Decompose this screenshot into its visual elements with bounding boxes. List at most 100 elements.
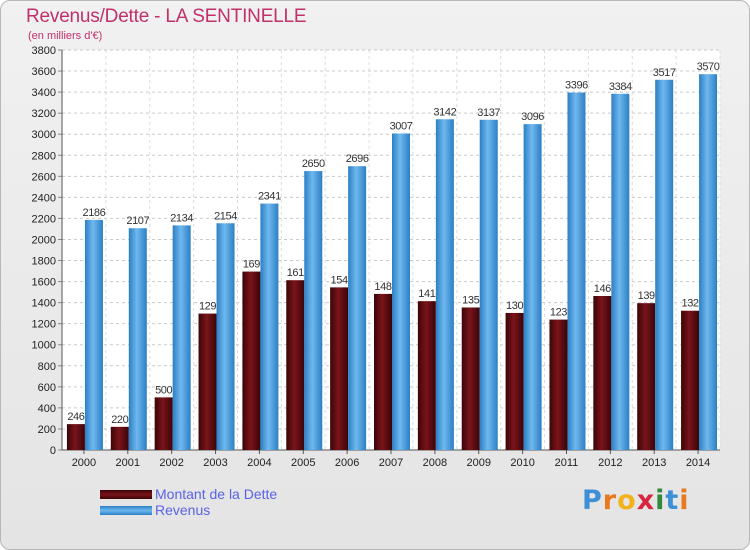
bar-revenus xyxy=(128,228,147,450)
bar-dette xyxy=(110,426,129,450)
logo-letter: r xyxy=(602,485,618,516)
bar-dette xyxy=(198,313,217,450)
y-tick-label: 1600 xyxy=(32,277,56,289)
data-label-revenus: 2154 xyxy=(214,210,237,222)
y-tick-label: 1200 xyxy=(32,319,56,331)
data-label-dette: 141 xyxy=(418,288,435,300)
data-label-dette: 132 xyxy=(681,298,698,310)
data-label-dette: 154 xyxy=(331,274,348,286)
data-label-revenus: 3517 xyxy=(653,67,676,79)
proxiti-logo: Proxiti xyxy=(582,485,690,516)
y-tick-label: 400 xyxy=(38,403,56,415)
x-tick-label: 2001 xyxy=(116,457,140,469)
chart-title: Revenus/Dette - LA SENTINELLE xyxy=(26,6,307,27)
data-label-dette: 130 xyxy=(506,300,523,312)
y-tick-label: 800 xyxy=(38,361,56,373)
bar-dette xyxy=(681,310,700,450)
data-label-revenus: 2650 xyxy=(302,158,325,170)
data-label-revenus: 3396 xyxy=(565,80,588,92)
x-tick-label: 2010 xyxy=(510,457,534,469)
bar-dette xyxy=(66,424,85,450)
bar-dette xyxy=(593,296,612,450)
bar-dette xyxy=(549,319,568,450)
data-label-dette: 169 xyxy=(243,259,260,271)
bar-revenus xyxy=(655,79,674,450)
x-tick-label: 2004 xyxy=(247,457,271,469)
legend-label-dette: Montant de la Dette xyxy=(155,486,278,502)
data-label-revenus: 2341 xyxy=(258,191,281,203)
y-tick-label: 0 xyxy=(50,445,56,457)
data-label-dette: 161 xyxy=(287,267,304,279)
logo-letter: t xyxy=(665,485,680,516)
x-tick-label: 2009 xyxy=(466,457,490,469)
y-tick-label: 2800 xyxy=(32,150,56,162)
x-tick-label: 2003 xyxy=(203,457,227,469)
x-tick-label: 2007 xyxy=(379,457,403,469)
data-label-revenus: 3096 xyxy=(521,111,544,123)
data-label-revenus: 3384 xyxy=(609,81,632,93)
bar-dette xyxy=(286,280,305,450)
chart-subtitle: (en milliers d'€) xyxy=(28,30,103,42)
data-label-dette: 220 xyxy=(111,414,128,426)
data-label-revenus: 2186 xyxy=(82,207,105,219)
y-tick-label: 3800 xyxy=(32,45,56,57)
bar-revenus xyxy=(172,225,191,450)
x-tick-label: 2013 xyxy=(642,457,666,469)
bar-revenus xyxy=(523,124,542,451)
bar-revenus xyxy=(392,133,410,450)
x-tick-label: 2006 xyxy=(335,457,359,469)
y-tick-label: 2200 xyxy=(32,213,56,225)
bar-revenus xyxy=(304,171,323,451)
bar-revenus xyxy=(435,119,454,451)
bar-dette xyxy=(505,312,524,450)
bar-dette xyxy=(374,293,392,450)
bar-dette xyxy=(330,287,349,450)
x-tick-label: 2012 xyxy=(598,457,622,469)
data-label-dette: 246 xyxy=(67,411,84,423)
data-label-dette: 135 xyxy=(462,294,479,306)
x-tick-label: 2011 xyxy=(555,457,579,469)
bar-revenus xyxy=(699,74,718,451)
y-tick-label: 200 xyxy=(38,424,56,436)
data-label-dette: 139 xyxy=(638,290,655,302)
bar-revenus xyxy=(260,203,279,450)
bar-revenus xyxy=(479,119,498,450)
y-tick-label: 3000 xyxy=(32,129,56,141)
y-tick-label: 3200 xyxy=(32,108,56,120)
y-tick-label: 1800 xyxy=(32,256,56,268)
logo-letter: i xyxy=(655,485,666,516)
data-label-revenus: 2696 xyxy=(346,153,369,165)
bar-dette xyxy=(242,271,261,450)
data-label-dette: 123 xyxy=(550,307,567,319)
legend-label-revenus: Revenus xyxy=(155,502,211,518)
y-tick-label: 3400 xyxy=(32,87,56,99)
bar-dette xyxy=(154,397,173,450)
bar-revenus xyxy=(567,92,586,451)
bar-revenus xyxy=(216,223,235,450)
y-tick-label: 1000 xyxy=(32,340,56,352)
y-tick-label: 1400 xyxy=(32,298,56,310)
x-tick-label: 2000 xyxy=(72,457,96,469)
bar-dette xyxy=(461,307,480,450)
x-tick-label: 2005 xyxy=(291,457,315,469)
data-label-dette: 148 xyxy=(374,281,391,293)
data-label-revenus: 2134 xyxy=(170,212,193,224)
y-tick-label: 2400 xyxy=(32,192,56,204)
bar-dette xyxy=(417,301,436,450)
logo-letter: i xyxy=(679,485,690,516)
legend-swatch-dette xyxy=(100,490,152,499)
logo-letter: x xyxy=(636,485,656,516)
y-tick-label: 3600 xyxy=(32,66,56,78)
bar-revenus xyxy=(348,166,367,451)
data-label-dette: 500 xyxy=(155,384,172,396)
bar-revenus xyxy=(84,219,103,450)
bar-dette xyxy=(637,303,656,450)
y-tick-label: 2600 xyxy=(32,171,56,183)
logo-letter: P xyxy=(582,485,603,516)
legend-swatch-revenus xyxy=(100,506,152,515)
logo-letter: o xyxy=(617,485,637,516)
bar-revenus xyxy=(611,93,630,450)
data-label-revenus: 3142 xyxy=(433,106,456,118)
y-tick-label: 600 xyxy=(38,382,56,394)
